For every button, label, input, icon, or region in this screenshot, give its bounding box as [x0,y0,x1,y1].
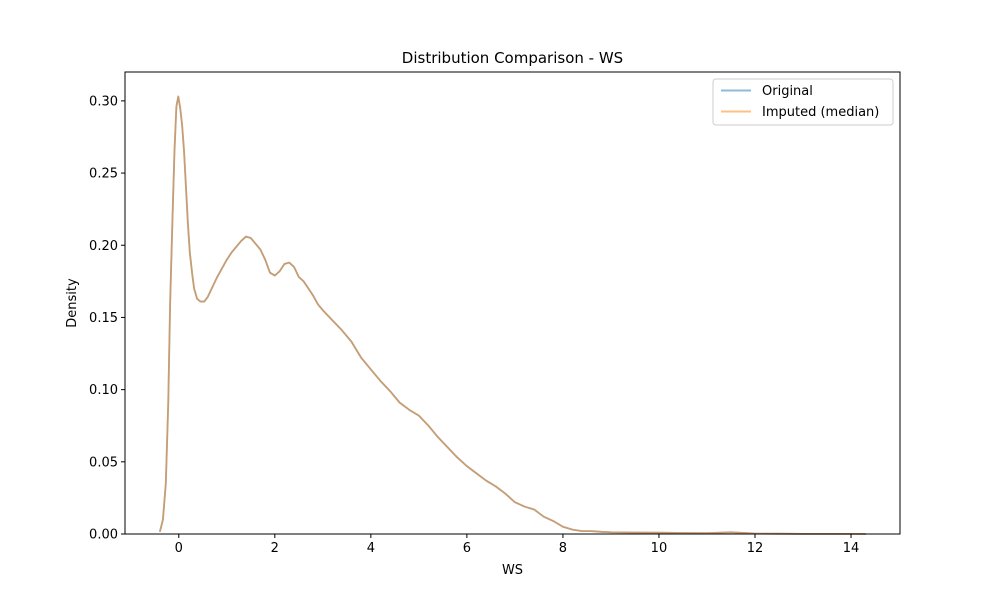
chart-title: Distribution Comparison - WS [402,49,623,67]
y-axis-ticks: 0.00 0.05 0.10 0.15 0.20 0.25 0.30 [89,94,125,543]
x-tick-label: 14 [843,541,860,556]
series-line-1 [159,95,867,535]
y-tick-label: 0.20 [89,239,118,254]
y-tick-label: 0.15 [89,311,118,326]
x-tick-label: 8 [559,541,567,556]
y-tick-label: 0.10 [89,383,118,398]
legend-label-imputed-median: Imputed (median) [762,105,879,120]
x-tick-label: 10 [651,541,668,556]
y-tick-label: 0.05 [89,455,118,470]
y-tick-label: 0.25 [89,167,118,182]
y-axis-label: Density [65,278,80,328]
x-tick-label: 0 [175,541,183,556]
x-axis-ticks: 0 2 4 6 8 10 12 14 [175,534,860,556]
x-tick-label: 12 [747,541,764,556]
x-tick-label: 6 [463,541,471,556]
y-tick-label: 0.30 [89,94,118,109]
legend-box [712,78,894,126]
legend-label-original: Original [762,84,813,99]
x-tick-label: 4 [367,541,375,556]
x-axis-label: WS [502,563,523,578]
chart-legend: Original Imputed (median) [712,78,894,126]
plot-series-group [159,95,867,535]
y-tick-label: 0.00 [89,528,118,543]
x-tick-label: 2 [271,541,279,556]
axes-frame [124,71,901,535]
